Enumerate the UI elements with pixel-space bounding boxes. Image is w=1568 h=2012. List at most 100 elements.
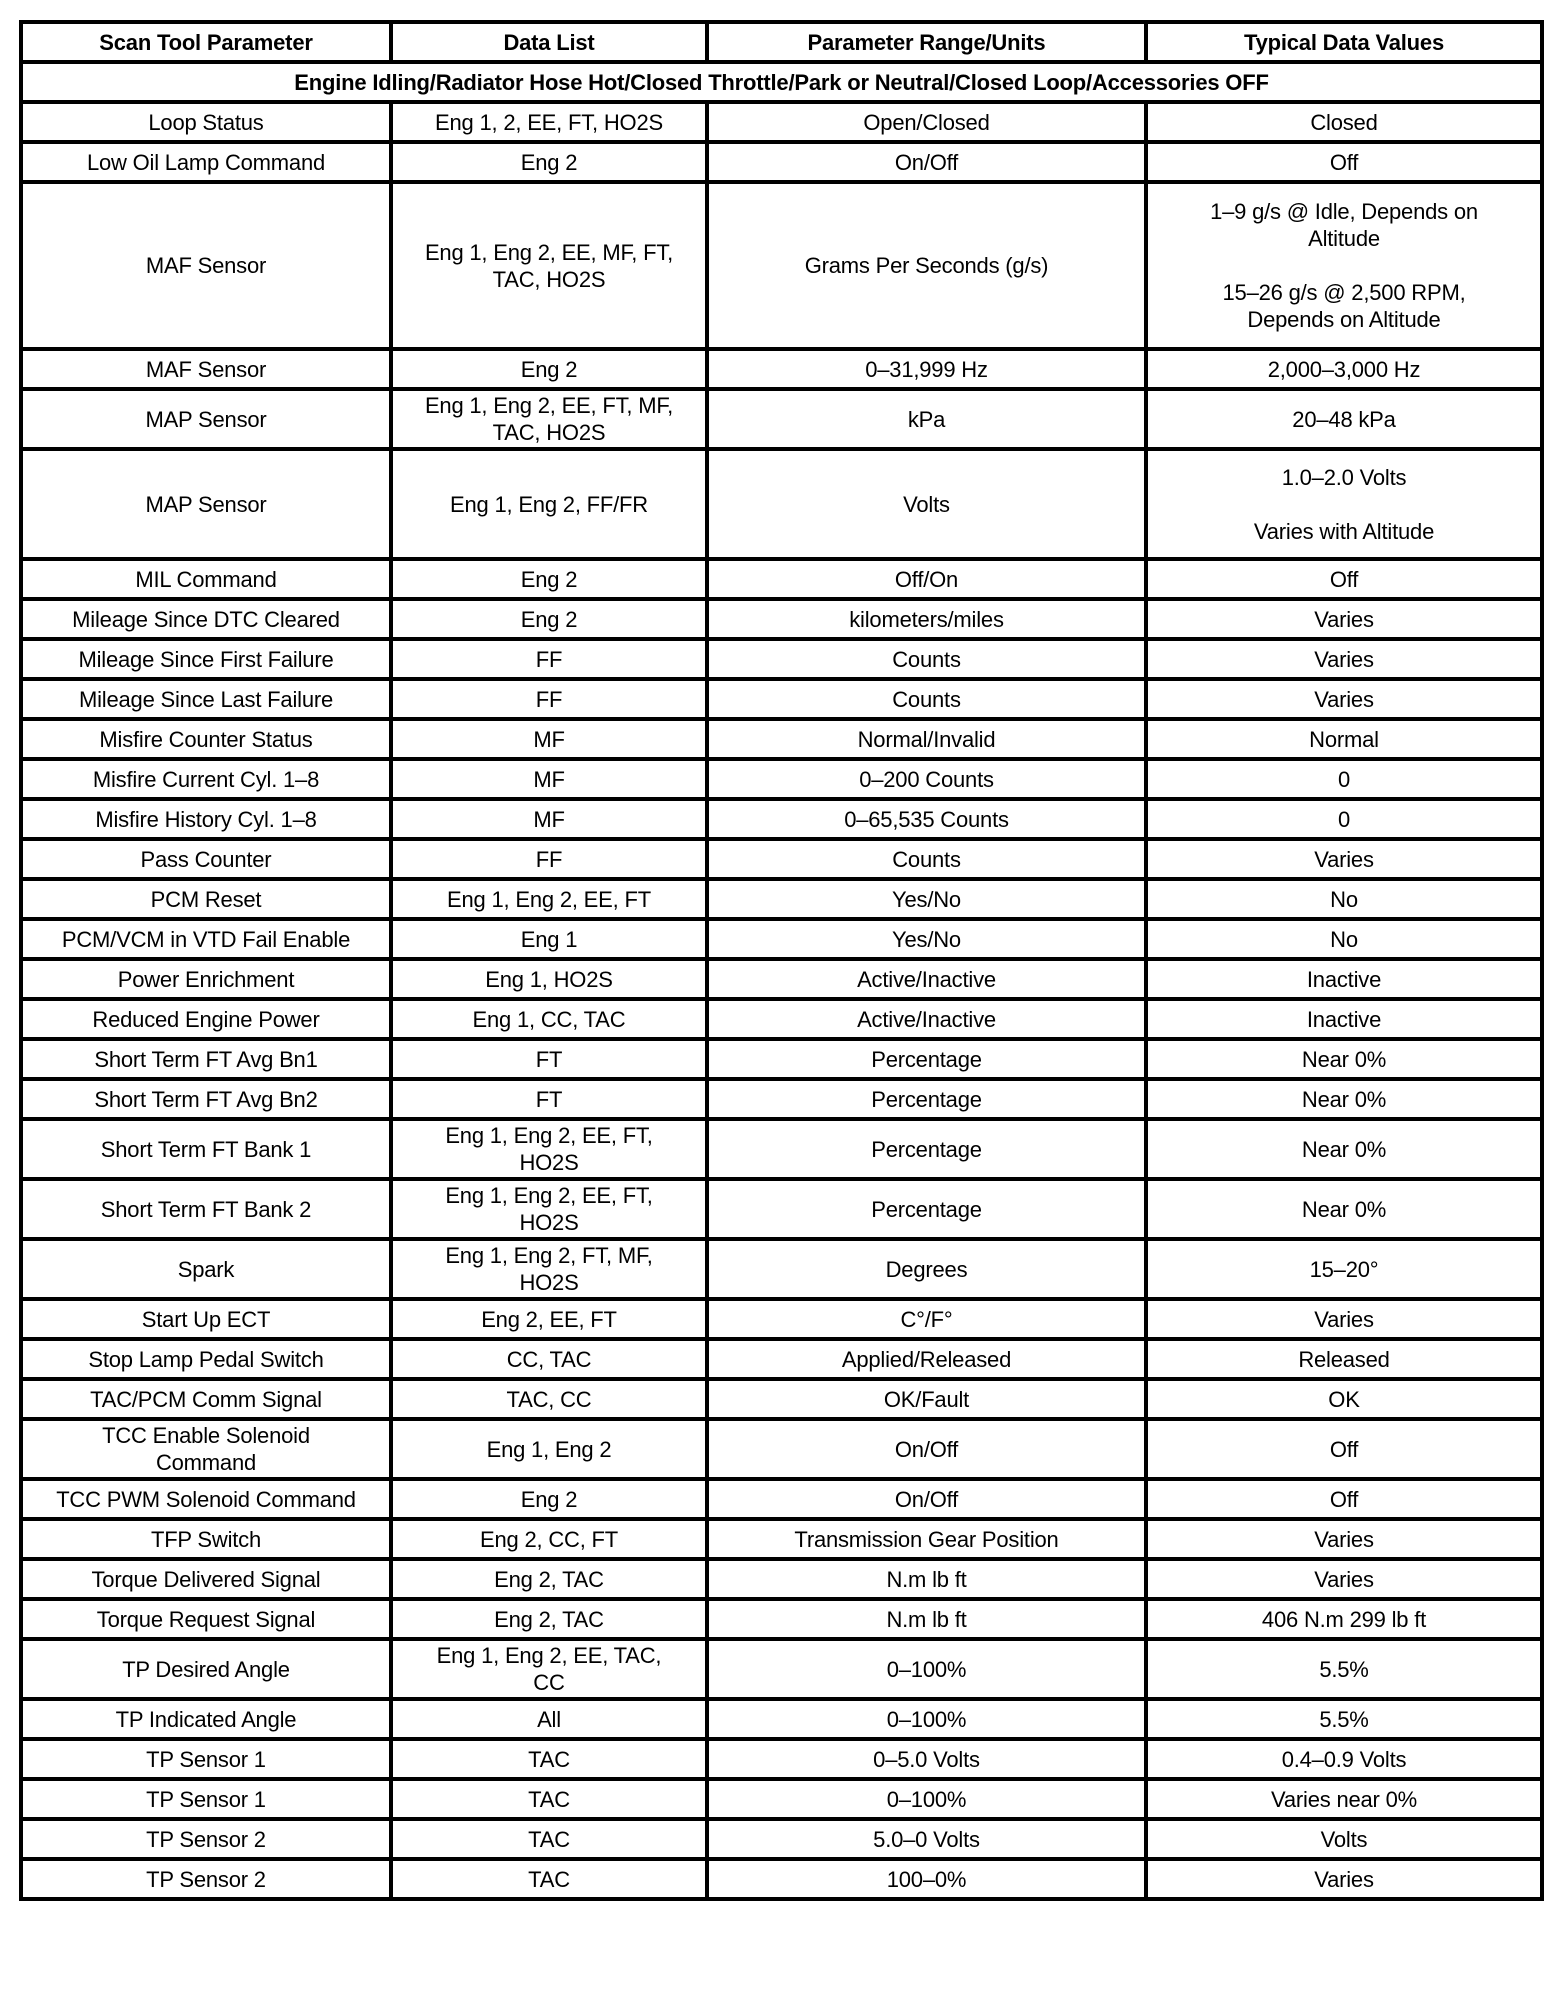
typical-value-cell: 406 N.m 299 lb ft — [1144, 1597, 1544, 1641]
table-row: TP Desired Angle Eng 1, Eng 2, EE, TAC, C… — [19, 1637, 1544, 1701]
data-list-cell: Eng 2 — [389, 557, 709, 601]
range-units-cell: N.m lb ft — [705, 1597, 1148, 1641]
table-row: Short Term FT Bank 2 Eng 1, Eng 2, EE, FT… — [19, 1177, 1544, 1241]
data-list-cell: Eng 1, Eng 2, EE, FT — [389, 877, 709, 921]
range-units-cell: Percentage — [705, 1117, 1148, 1181]
typical-value-cell: Off — [1144, 1477, 1544, 1521]
table-row: Low Oil Lamp Command Eng 2 On/Off Off — [19, 140, 1544, 184]
range-units-cell: Open/Closed — [705, 100, 1148, 144]
data-list-cell: All — [389, 1697, 709, 1741]
range-units-cell: 5.0–0 Volts — [705, 1817, 1148, 1861]
table-row: MAP Sensor Eng 1, Eng 2, FF/FR Volts 1.0–2.… — [19, 447, 1544, 561]
typical-value-cell: Near 0% — [1144, 1177, 1544, 1241]
range-units-cell: Applied/Released — [705, 1337, 1148, 1381]
data-list-cell: MF — [389, 717, 709, 761]
data-list-cell: Eng 2 — [389, 140, 709, 184]
range-units-cell: Degrees — [705, 1237, 1148, 1301]
table-row: TP Sensor 1 TAC 0–5.0 Volts 0.4–0.9 Volts — [19, 1737, 1544, 1781]
range-units-cell: Counts — [705, 677, 1148, 721]
table-row: Short Term FT Avg Bn1 FT Percentage Near 0% — [19, 1037, 1544, 1081]
table-row: Spark Eng 1, Eng 2, FT, MF, HO2S Degrees 15… — [19, 1237, 1544, 1301]
typical-value-cell: 20–48 kPa — [1144, 387, 1544, 451]
table-row: MIL Command Eng 2 Off/On Off — [19, 557, 1544, 601]
parameter-cell: TP Desired Angle — [19, 1637, 393, 1701]
header-parameter-range-units: Parameter Range/Units — [705, 20, 1148, 64]
parameter-cell: MIL Command — [19, 557, 393, 601]
range-units-cell: N.m lb ft — [705, 1557, 1148, 1601]
parameter-cell: TAC/PCM Comm Signal — [19, 1377, 393, 1421]
data-list-cell: Eng 1, Eng 2, EE, FT, MF, TAC, HO2S — [389, 387, 709, 451]
parameter-cell: Short Term FT Bank 2 — [19, 1177, 393, 1241]
data-list-cell: Eng 1, Eng 2, EE, TAC, CC — [389, 1637, 709, 1701]
range-units-cell: Yes/No — [705, 917, 1148, 961]
parameter-cell: Mileage Since DTC Cleared — [19, 597, 393, 641]
range-units-cell: kilometers/miles — [705, 597, 1148, 641]
typical-value-cell: 1–9 g/s @ Idle, Depends on Altitude 15–2… — [1144, 180, 1544, 351]
range-units-cell: Transmission Gear Position — [705, 1517, 1148, 1561]
range-units-cell: Normal/Invalid — [705, 717, 1148, 761]
data-list-cell: Eng 1, 2, EE, FT, HO2S — [389, 100, 709, 144]
typical-value-cell: 1.0–2.0 Volts Varies with Altitude — [1144, 447, 1544, 561]
typical-value-cell: Near 0% — [1144, 1117, 1544, 1181]
data-list-cell: Eng 1, Eng 2, EE, FT, HO2S — [389, 1177, 709, 1241]
data-list-cell: Eng 2 — [389, 1477, 709, 1521]
range-units-cell: Percentage — [705, 1177, 1148, 1241]
typical-value-cell: Varies — [1144, 637, 1544, 681]
parameter-cell: Misfire Counter Status — [19, 717, 393, 761]
parameter-cell: TP Sensor 1 — [19, 1737, 393, 1781]
data-list-cell: MF — [389, 757, 709, 801]
range-units-cell: On/Off — [705, 1477, 1148, 1521]
table-row: Power Enrichment Eng 1, HO2S Active/Inacti… — [19, 957, 1544, 1001]
range-units-cell: 0–100% — [705, 1637, 1148, 1701]
parameter-cell: Spark — [19, 1237, 393, 1301]
parameter-cell: Pass Counter — [19, 837, 393, 881]
data-list-cell: TAC — [389, 1857, 709, 1901]
data-list-cell: FF — [389, 837, 709, 881]
range-units-cell: Yes/No — [705, 877, 1148, 921]
range-units-cell: 0–65,535 Counts — [705, 797, 1148, 841]
data-list-cell: Eng 2, TAC — [389, 1597, 709, 1641]
typical-value-cell: 5.5% — [1144, 1697, 1544, 1741]
parameter-cell: Loop Status — [19, 100, 393, 144]
range-units-cell: 0–31,999 Hz — [705, 347, 1148, 391]
parameter-cell: Mileage Since First Failure — [19, 637, 393, 681]
typical-value-cell: Varies — [1144, 837, 1544, 881]
range-units-cell: Percentage — [705, 1037, 1148, 1081]
header-row: Scan Tool Parameter Data List Parameter … — [19, 20, 1544, 64]
table-row: Torque Request Signal Eng 2, TAC N.m lb ft… — [19, 1597, 1544, 1641]
typical-value-cell: Varies — [1144, 597, 1544, 641]
table-row: Pass Counter FF Counts Varies — [19, 837, 1544, 881]
table-row: Mileage Since First Failure FF Counts Varie… — [19, 637, 1544, 681]
condition-row: Engine Idling/Radiator Hose Hot/Closed T… — [19, 60, 1544, 104]
parameter-cell: Torque Delivered Signal — [19, 1557, 393, 1601]
typical-value-cell: 0.4–0.9 Volts — [1144, 1737, 1544, 1781]
typical-value-cell: Varies — [1144, 1857, 1544, 1901]
header-typical-data-values: Typical Data Values — [1144, 20, 1544, 64]
typical-value-cell: Near 0% — [1144, 1037, 1544, 1081]
parameter-cell: Short Term FT Avg Bn1 — [19, 1037, 393, 1081]
table-row: TFP Switch Eng 2, CC, FT Transmission Gear… — [19, 1517, 1544, 1561]
typical-value-cell: Off — [1144, 557, 1544, 601]
parameter-cell: MAP Sensor — [19, 447, 393, 561]
table-row: TP Sensor 2 TAC 100–0% Varies — [19, 1857, 1544, 1901]
data-list-cell: Eng 1, Eng 2, FF/FR — [389, 447, 709, 561]
data-list-cell: FF — [389, 677, 709, 721]
typical-value-cell: 5.5% — [1144, 1637, 1544, 1701]
parameter-cell: Reduced Engine Power — [19, 997, 393, 1041]
typical-value-cell: Off — [1144, 1417, 1544, 1481]
data-list-cell: FF — [389, 637, 709, 681]
data-list-cell: TAC — [389, 1777, 709, 1821]
typical-value-cell: Inactive — [1144, 957, 1544, 1001]
data-list-cell: FT — [389, 1077, 709, 1121]
table-row: MAF Sensor Eng 1, Eng 2, EE, MF, FT, TAC,… — [19, 180, 1544, 351]
parameter-cell: Misfire History Cyl. 1–8 — [19, 797, 393, 841]
range-units-cell: OK/Fault — [705, 1377, 1148, 1421]
table-row: TCC PWM Solenoid Command Eng 2 On/Off Off — [19, 1477, 1544, 1521]
range-units-cell: Counts — [705, 637, 1148, 681]
table-row: TP Sensor 2 TAC 5.0–0 Volts Volts — [19, 1817, 1544, 1861]
data-list-cell: MF — [389, 797, 709, 841]
range-units-cell: Active/Inactive — [705, 957, 1148, 1001]
typical-value-cell: Normal — [1144, 717, 1544, 761]
data-list-cell: CC, TAC — [389, 1337, 709, 1381]
range-units-cell: Off/On — [705, 557, 1148, 601]
